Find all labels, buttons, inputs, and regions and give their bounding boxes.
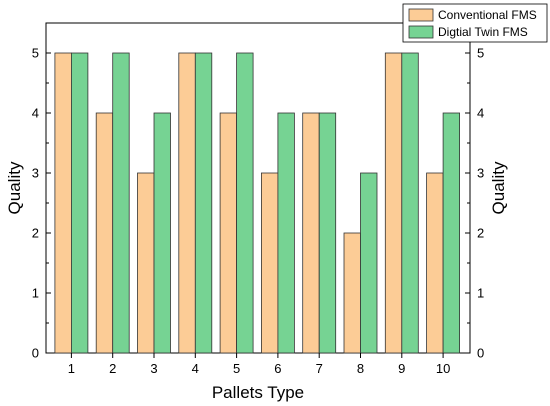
bar-digital-twin-8	[360, 172, 378, 354]
y-tick-label-right: 0	[477, 346, 484, 361]
bar-digital-twin-5	[236, 52, 254, 354]
bar-digital-twin-10	[442, 112, 461, 354]
x-tick-label: 10	[436, 361, 450, 376]
x-tick-label: 6	[274, 361, 281, 376]
bar-conventional-10	[426, 172, 444, 354]
bar-digital-twin-7	[318, 112, 337, 354]
legend-swatch-conventional-fms	[408, 8, 434, 22]
bar-conventional-6	[260, 172, 279, 354]
bar-conventional-2	[95, 112, 114, 354]
x-tick-label: 8	[357, 361, 364, 376]
x-axis: 1 2 3 4 5 6 7 8 9 10	[68, 353, 450, 376]
y-tick-label-left: 2	[32, 226, 39, 241]
y-tick-label-right: 3	[477, 166, 484, 181]
right-axis: 0 1 2 3 4 5	[465, 46, 484, 361]
x-tick-label: 3	[150, 361, 157, 376]
x-tick-label: 5	[233, 361, 240, 376]
bar-digital-twin-9	[401, 52, 419, 354]
left-axis: 0 1 2 3 4 5	[32, 46, 51, 361]
bar-conventional-3	[137, 172, 155, 354]
bar-digital-twin-2	[112, 52, 130, 354]
bar-conventional-8	[343, 232, 361, 354]
bar-conventional-7	[302, 112, 320, 354]
x-tick-label: 4	[192, 361, 199, 376]
y-tick-label-right: 4	[477, 106, 484, 121]
bars-group	[54, 52, 461, 354]
bar-conventional-1	[54, 52, 72, 354]
y-tick-label-left: 5	[32, 46, 39, 61]
x-tick-label: 2	[109, 361, 116, 376]
legend-swatch-digital-twin-fms	[408, 25, 434, 39]
x-axis-title: Pallets Type	[212, 383, 304, 402]
y-tick-label-left: 4	[32, 106, 39, 121]
x-tick-label: 9	[398, 361, 405, 376]
y-tick-label-right: 5	[477, 46, 484, 61]
bar-conventional-5	[219, 112, 238, 354]
y-axis-title-right: Quality	[489, 161, 508, 214]
legend-label-conventional-fms: Conventional FMS	[438, 8, 537, 22]
x-tick-label: 1	[68, 361, 75, 376]
bar-conventional-9	[384, 52, 403, 354]
y-tick-label-left: 0	[32, 346, 39, 361]
legend: Conventional FMS Digtial Twin FMS	[402, 3, 548, 43]
x-tick-label: 7	[316, 361, 323, 376]
y-tick-label-left: 1	[32, 286, 39, 301]
bar-digital-twin-4	[194, 52, 213, 354]
y-axis-title-left: Quality	[5, 161, 24, 214]
y-tick-label-left: 3	[32, 166, 39, 181]
y-tick-label-right: 1	[477, 286, 484, 301]
bar-digital-twin-3	[153, 112, 171, 354]
bar-digital-twin-6	[277, 112, 295, 354]
bar-conventional-4	[178, 52, 196, 354]
legend-label-digital-twin-fms: Digtial Twin FMS	[438, 25, 528, 39]
bar-digital-twin-1	[71, 52, 89, 354]
y-tick-label-right: 2	[477, 226, 484, 241]
